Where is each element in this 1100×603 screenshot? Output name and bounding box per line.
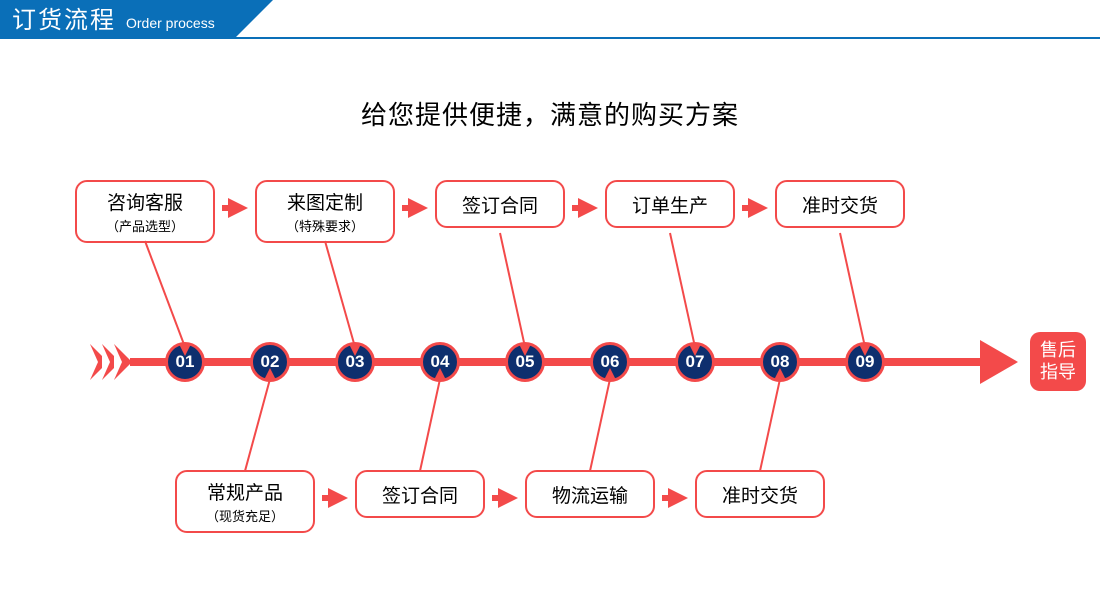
arrow-right-icon — [748, 198, 768, 218]
header-underline — [0, 37, 1100, 39]
step-sub: （产品选型） — [106, 216, 184, 235]
top-step-box: 来图定制（特殊要求） — [255, 180, 395, 243]
arrow-right-icon — [408, 198, 428, 218]
top-step-box: 签订合同 — [435, 180, 565, 228]
connector-arrowhead-icon — [774, 368, 786, 380]
connector-arrowhead-icon — [179, 344, 191, 356]
connector-line — [589, 379, 611, 471]
bottom-step-box: 常规产品（现货充足） — [175, 470, 315, 533]
top-step-box: 准时交货 — [775, 180, 905, 228]
connector-line — [244, 379, 271, 472]
step-main: 物流运输 — [552, 481, 628, 508]
header-banner-bg: 订货流程 Order process — [0, 0, 235, 38]
spine-start-chevrons — [90, 344, 126, 380]
connector-arrowhead-icon — [434, 368, 446, 380]
process-diagram: 010203040506070809咨询客服（产品选型）来图定制（特殊要求）签订… — [0, 170, 1100, 570]
step-sub: （现货充足） — [206, 506, 284, 525]
step-main: 签订合同 — [462, 191, 538, 218]
step-main: 准时交货 — [802, 191, 878, 218]
arrow-right-icon — [578, 198, 598, 218]
connector-line — [839, 233, 866, 347]
step-main: 准时交货 — [722, 481, 798, 508]
bottom-step-box: 物流运输 — [525, 470, 655, 518]
connector-line — [669, 233, 696, 347]
end-badge-line1: 售后 — [1040, 340, 1076, 362]
connector-arrowhead-icon — [519, 344, 531, 356]
connector-arrowhead-icon — [604, 368, 616, 380]
header-title-en: Order process — [126, 15, 215, 31]
spine-arrowhead-icon — [980, 340, 1018, 384]
arrow-right-icon — [328, 488, 348, 508]
connector-line — [499, 233, 526, 347]
connector-line — [759, 379, 781, 471]
connector-line — [324, 241, 356, 348]
step-main: 来图定制 — [287, 188, 363, 215]
connector-arrowhead-icon — [349, 344, 361, 356]
header-title-cn: 订货流程 — [12, 0, 116, 35]
connector-arrowhead-icon — [264, 368, 276, 380]
step-main: 咨询客服 — [107, 188, 183, 215]
step-main: 常规产品 — [207, 478, 283, 505]
connector-line — [419, 379, 441, 471]
header-banner: 订货流程 Order process — [0, 0, 235, 38]
bottom-step-box: 准时交货 — [695, 470, 825, 518]
connector-arrowhead-icon — [689, 344, 701, 356]
step-main: 签订合同 — [382, 481, 458, 508]
arrow-right-icon — [498, 488, 518, 508]
spine — [90, 342, 1030, 382]
connector-arrowhead-icon — [859, 344, 871, 356]
bottom-step-box: 签订合同 — [355, 470, 485, 518]
end-badge-line2: 指导 — [1040, 362, 1076, 384]
end-badge: 售后指导 — [1030, 332, 1086, 391]
top-step-box: 咨询客服（产品选型） — [75, 180, 215, 243]
top-step-box: 订单生产 — [605, 180, 735, 228]
subtitle: 给您提供便捷，满意的购买方案 — [0, 95, 1100, 132]
arrow-right-icon — [228, 198, 248, 218]
step-main: 订单生产 — [632, 191, 708, 218]
step-sub: （特殊要求） — [286, 216, 364, 235]
arrow-right-icon — [668, 488, 688, 508]
connector-line — [144, 241, 186, 348]
